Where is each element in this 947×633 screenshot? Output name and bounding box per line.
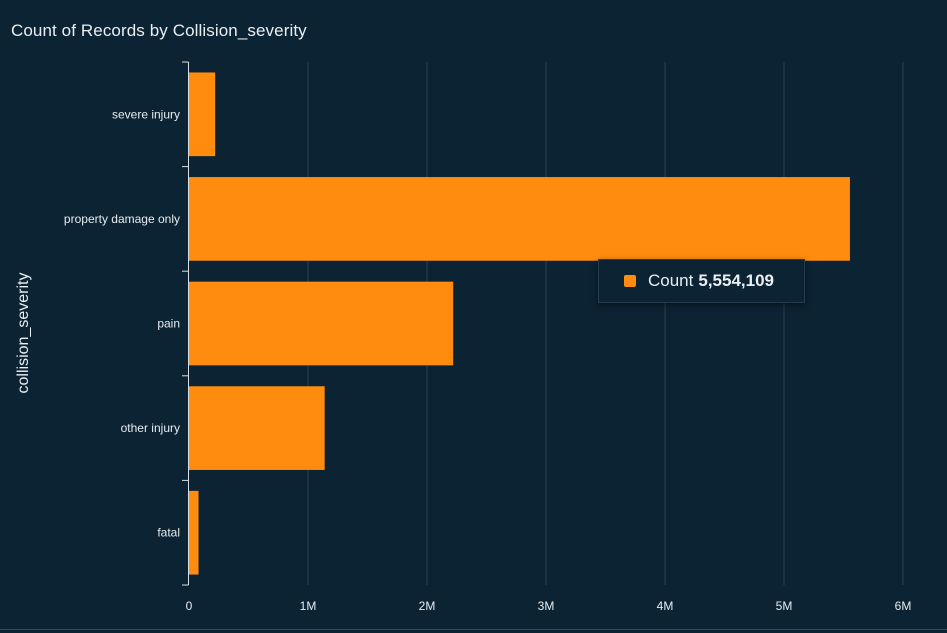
- x-tick-label: 3M: [538, 599, 555, 613]
- x-tick-label: 5M: [776, 599, 793, 613]
- x-tick-label: 4M: [657, 599, 674, 613]
- tooltip: Count 5,554,109: [598, 259, 805, 303]
- tooltip-swatch: [624, 275, 636, 287]
- chart-title: Count of Records by Collision_severity: [11, 21, 307, 40]
- category-label: property damage only: [64, 212, 180, 226]
- tooltip-value: 5,554,109: [698, 271, 775, 290]
- category-labels: severe injury property damage only pain oth…: [64, 107, 180, 539]
- bars: [189, 72, 850, 575]
- bar[interactable]: [189, 490, 199, 575]
- x-tick-labels: 0 1M 2M 3M 4M 5M 6M: [186, 599, 912, 613]
- category-label: pain: [157, 317, 180, 331]
- bottom-divider: [0, 629, 947, 630]
- bar[interactable]: [189, 177, 850, 261]
- x-tick-label: 6M: [895, 599, 912, 613]
- bar[interactable]: [189, 386, 325, 470]
- tooltip-label: Count: [648, 271, 694, 290]
- category-label: other injury: [121, 421, 180, 435]
- category-label: fatal: [157, 526, 180, 540]
- bar[interactable]: [189, 72, 216, 157]
- y-axis: [182, 61, 189, 586]
- category-label: severe injury: [112, 107, 180, 121]
- x-tick-label: 2M: [419, 599, 436, 613]
- x-tick-label: 1M: [300, 599, 317, 613]
- bar[interactable]: [189, 281, 454, 366]
- x-tick-label: 0: [186, 599, 193, 613]
